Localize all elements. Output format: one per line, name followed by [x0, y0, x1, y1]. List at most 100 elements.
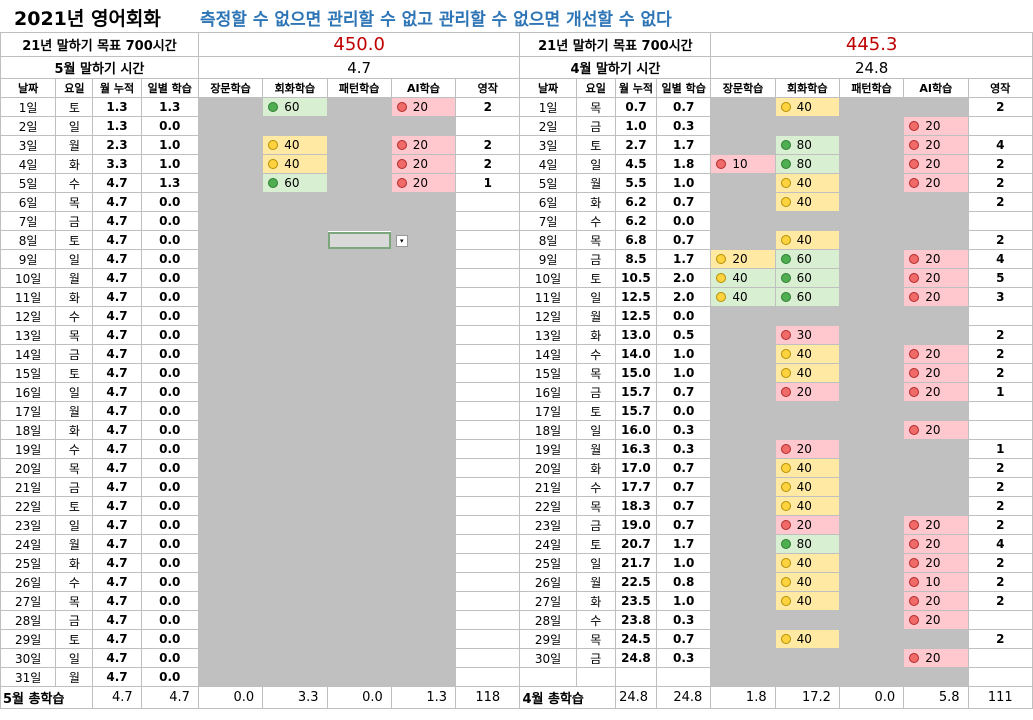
may-date-cell[interactable]: 9일 — [0, 249, 57, 269]
april-conversation-study-cell[interactable]: 40 — [774, 477, 840, 497]
may-ai-study-cell[interactable] — [390, 382, 457, 402]
april-composition-cell[interactable]: 4 — [967, 135, 1033, 155]
may-pattern-study-cell[interactable] — [326, 306, 392, 326]
may-date-cell[interactable]: 8일 — [0, 230, 57, 250]
may-weekday-cell[interactable]: 월 — [55, 401, 94, 421]
april-composition-cell[interactable]: 2 — [967, 496, 1033, 516]
may-composition-cell[interactable] — [455, 363, 521, 383]
april-monthly-cumulative-cell[interactable]: 23.5 — [614, 591, 658, 611]
may-weekday-cell[interactable]: 토 — [55, 97, 94, 117]
april-conversation-study-cell[interactable] — [774, 420, 840, 440]
april-composition-cell[interactable] — [967, 306, 1033, 326]
april-date-cell[interactable]: 6일 — [519, 192, 577, 212]
april-long-text-study-cell[interactable] — [710, 610, 776, 630]
april-pattern-study-cell[interactable] — [838, 420, 905, 440]
may-ai-study-cell[interactable]: ▾ — [390, 230, 457, 250]
april-date-cell[interactable]: 10일 — [519, 268, 577, 288]
april-pattern-study-cell[interactable] — [838, 173, 905, 193]
april-weekday-cell[interactable]: 토 — [575, 268, 616, 288]
may-ai-study-cell[interactable] — [390, 363, 457, 383]
april-conversation-study-cell[interactable]: 40 — [774, 496, 840, 516]
april-date-cell[interactable]: 23일 — [519, 515, 577, 535]
may-date-cell[interactable]: 10일 — [0, 268, 57, 288]
may-weekday-cell[interactable]: 화 — [55, 420, 94, 440]
may-long-text-study-cell[interactable] — [197, 116, 264, 136]
april-daily-study-cell[interactable]: 1.0 — [656, 363, 712, 383]
may-ai-study-cell[interactable] — [390, 553, 457, 573]
may-total-value[interactable]: 4.7 — [92, 686, 142, 709]
may-ai-study-cell[interactable] — [390, 572, 457, 592]
may-monthly-cumulative-cell[interactable]: 4.7 — [92, 629, 142, 649]
may-daily-study-cell[interactable]: 0.0 — [140, 553, 199, 573]
may-composition-cell[interactable] — [455, 648, 521, 668]
may-ai-study-cell[interactable]: 20 — [390, 173, 457, 193]
may-conversation-study-cell[interactable] — [262, 496, 328, 516]
april-monthly-cumulative-cell[interactable]: 12.5 — [614, 287, 658, 307]
may-conversation-study-cell[interactable] — [262, 325, 328, 345]
may-date-cell[interactable]: 1일 — [0, 97, 57, 117]
may-long-text-study-cell[interactable] — [197, 173, 264, 193]
april-monthly-cumulative-cell[interactable]: 5.5 — [614, 173, 658, 193]
april-conversation-study-cell[interactable] — [774, 667, 840, 687]
april-weekday-cell[interactable]: 토 — [575, 135, 616, 155]
april-daily-study-cell[interactable]: 2.0 — [656, 287, 712, 307]
april-daily-study-cell[interactable]: 1.7 — [656, 249, 712, 269]
may-weekday-cell[interactable]: 월 — [55, 667, 94, 687]
april-monthly-cumulative-cell[interactable]: 13.0 — [614, 325, 658, 345]
april-weekday-cell[interactable]: 일 — [575, 287, 616, 307]
april-weekday-cell[interactable]: 목 — [575, 496, 616, 516]
may-column-header[interactable]: 월 누적 — [92, 78, 142, 98]
may-composition-cell[interactable] — [455, 496, 521, 516]
may-ai-study-cell[interactable] — [390, 610, 457, 630]
april-ai-study-cell[interactable]: 20 — [903, 515, 969, 535]
april-monthly-cumulative-cell[interactable]: 0.7 — [614, 97, 658, 117]
april-daily-study-cell[interactable]: 0.3 — [656, 439, 712, 459]
april-long-text-study-cell[interactable]: 40 — [710, 287, 776, 307]
april-long-text-study-cell[interactable] — [710, 629, 776, 649]
may-daily-study-cell[interactable]: 0.0 — [140, 382, 199, 402]
april-date-cell[interactable]: 8일 — [519, 230, 577, 250]
may-conversation-study-cell[interactable] — [262, 667, 328, 687]
april-composition-cell[interactable]: 2 — [967, 325, 1033, 345]
may-conversation-study-cell[interactable] — [262, 306, 328, 326]
april-long-text-study-cell[interactable] — [710, 515, 776, 535]
april-column-header[interactable]: 패턴학습 — [838, 78, 905, 98]
april-weekday-cell[interactable]: 목 — [575, 97, 616, 117]
may-monthly-cumulative-cell[interactable]: 4.7 — [92, 344, 142, 364]
april-ai-study-cell[interactable]: 20 — [903, 249, 969, 269]
april-long-text-study-cell[interactable] — [710, 572, 776, 592]
april-daily-study-cell[interactable]: 0.8 — [656, 572, 712, 592]
april-conversation-study-cell[interactable] — [774, 610, 840, 630]
may-column-header[interactable]: 날짜 — [0, 78, 57, 98]
may-composition-cell[interactable] — [455, 192, 521, 212]
april-monthly-cumulative-cell[interactable] — [614, 667, 658, 687]
april-column-header[interactable]: 영작 — [967, 78, 1033, 98]
april-composition-cell[interactable]: 2 — [967, 363, 1033, 383]
may-composition-cell[interactable] — [455, 553, 521, 573]
april-pattern-study-cell[interactable] — [838, 648, 905, 668]
may-pattern-study-cell[interactable] — [326, 287, 392, 307]
april-weekday-cell[interactable]: 월 — [575, 572, 616, 592]
dropdown-arrow-icon[interactable]: ▾ — [395, 234, 408, 247]
april-weekday-cell[interactable]: 수 — [575, 610, 616, 630]
april-conversation-study-cell[interactable] — [774, 116, 840, 136]
may-pattern-study-cell[interactable] — [326, 496, 392, 516]
april-composition-cell[interactable]: 2 — [967, 230, 1033, 250]
april-conversation-study-cell[interactable]: 60 — [774, 287, 840, 307]
april-monthly-cumulative-cell[interactable]: 15.7 — [614, 382, 658, 402]
may-ai-study-cell[interactable]: 20 — [390, 154, 457, 174]
may-conversation-study-cell[interactable] — [262, 344, 328, 364]
may-date-cell[interactable]: 12일 — [0, 306, 57, 326]
april-composition-cell[interactable]: 2 — [967, 97, 1033, 117]
may-conversation-study-cell[interactable] — [262, 268, 328, 288]
may-date-cell[interactable]: 16일 — [0, 382, 57, 402]
april-long-text-study-cell[interactable] — [710, 401, 776, 421]
may-daily-study-cell[interactable]: 0.0 — [140, 591, 199, 611]
april-composition-cell[interactable]: 2 — [967, 192, 1033, 212]
april-daily-study-cell[interactable]: 0.7 — [656, 192, 712, 212]
april-monthly-cumulative-cell[interactable]: 6.2 — [614, 211, 658, 231]
april-weekday-cell[interactable]: 월 — [575, 439, 616, 459]
april-monthly-cumulative-cell[interactable]: 14.0 — [614, 344, 658, 364]
may-conversation-study-cell[interactable] — [262, 610, 328, 630]
may-ai-study-cell[interactable] — [390, 629, 457, 649]
